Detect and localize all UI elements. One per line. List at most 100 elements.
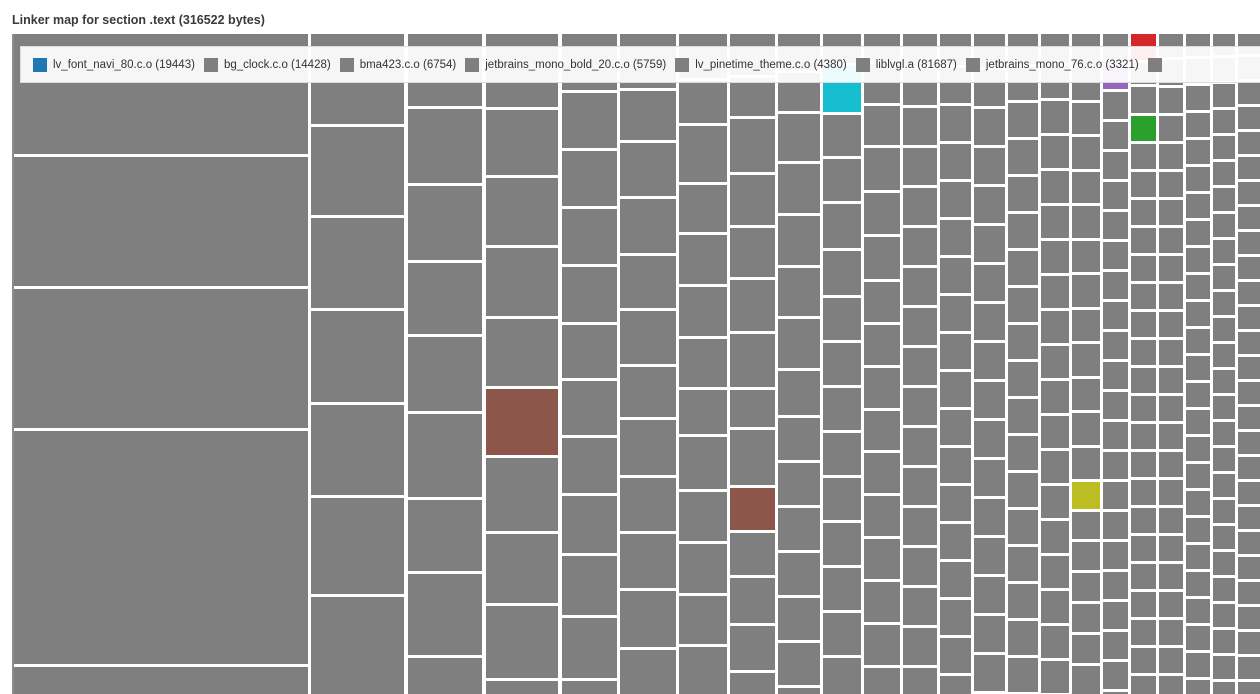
treemap-block[interactable] bbox=[1159, 592, 1183, 617]
treemap-block[interactable] bbox=[1159, 452, 1183, 477]
treemap-block[interactable] bbox=[1213, 578, 1235, 601]
treemap-block[interactable] bbox=[778, 598, 820, 640]
treemap-block[interactable] bbox=[1072, 103, 1100, 134]
treemap-block[interactable] bbox=[1072, 206, 1100, 238]
treemap-block[interactable] bbox=[940, 524, 971, 559]
treemap-block[interactable] bbox=[1103, 332, 1128, 359]
treemap-block[interactable] bbox=[940, 372, 971, 407]
treemap-block[interactable] bbox=[1041, 661, 1069, 693]
treemap-block[interactable] bbox=[1103, 512, 1128, 539]
treemap-block[interactable] bbox=[311, 127, 404, 215]
treemap-block[interactable] bbox=[1159, 676, 1183, 694]
treemap-block[interactable] bbox=[1103, 632, 1128, 659]
treemap-block[interactable] bbox=[1072, 448, 1100, 479]
treemap-block[interactable] bbox=[1213, 422, 1235, 445]
treemap-block[interactable] bbox=[1008, 325, 1038, 359]
treemap-block[interactable] bbox=[974, 538, 1005, 574]
treemap-block[interactable] bbox=[1186, 329, 1210, 353]
treemap-block[interactable] bbox=[730, 334, 775, 387]
treemap-block[interactable] bbox=[1186, 221, 1210, 245]
treemap-block[interactable] bbox=[1186, 464, 1210, 488]
treemap-block[interactable] bbox=[1238, 157, 1260, 179]
treemap-block[interactable] bbox=[620, 367, 676, 417]
treemap-block[interactable] bbox=[903, 308, 937, 345]
treemap-block[interactable] bbox=[1238, 357, 1260, 379]
treemap-block[interactable] bbox=[903, 588, 937, 625]
treemap-block[interactable] bbox=[1131, 144, 1156, 169]
treemap-block[interactable] bbox=[1008, 658, 1038, 692]
treemap-block[interactable] bbox=[1131, 172, 1156, 197]
treemap-block[interactable] bbox=[1238, 507, 1260, 529]
treemap-block[interactable] bbox=[1238, 457, 1260, 479]
legend-item[interactable] bbox=[1147, 57, 1162, 72]
treemap-block[interactable] bbox=[974, 460, 1005, 496]
treemap-block[interactable] bbox=[1159, 88, 1183, 113]
treemap-block[interactable] bbox=[940, 220, 971, 255]
treemap-block[interactable] bbox=[864, 582, 900, 622]
treemap-block[interactable] bbox=[778, 463, 820, 505]
treemap-block[interactable] bbox=[1072, 573, 1100, 601]
treemap-block[interactable] bbox=[1041, 556, 1069, 588]
treemap-block[interactable] bbox=[730, 533, 775, 575]
treemap-block[interactable] bbox=[620, 91, 676, 140]
treemap-block[interactable] bbox=[408, 109, 482, 183]
treemap-block[interactable] bbox=[730, 578, 775, 623]
treemap-block[interactable] bbox=[940, 486, 971, 521]
treemap-block[interactable] bbox=[1041, 346, 1069, 378]
treemap-block[interactable] bbox=[1041, 486, 1069, 518]
treemap-block[interactable] bbox=[1186, 599, 1210, 623]
treemap-block[interactable] bbox=[1008, 436, 1038, 470]
treemap-block[interactable] bbox=[562, 93, 617, 148]
treemap-block[interactable] bbox=[940, 562, 971, 597]
treemap-block[interactable] bbox=[1008, 214, 1038, 248]
treemap-block[interactable] bbox=[408, 658, 482, 694]
treemap-block[interactable] bbox=[864, 325, 900, 365]
treemap-block[interactable] bbox=[823, 298, 861, 340]
treemap-block[interactable] bbox=[778, 319, 820, 368]
treemap-block[interactable] bbox=[823, 613, 861, 655]
treemap-block[interactable] bbox=[1008, 177, 1038, 211]
treemap-block[interactable] bbox=[562, 267, 617, 322]
treemap-block[interactable] bbox=[778, 216, 820, 265]
treemap-block[interactable] bbox=[903, 388, 937, 425]
treemap-block[interactable] bbox=[1159, 256, 1183, 281]
treemap-block[interactable] bbox=[1238, 582, 1260, 604]
treemap-block[interactable] bbox=[1186, 518, 1210, 542]
treemap-block[interactable] bbox=[1131, 564, 1156, 589]
treemap-block[interactable] bbox=[1072, 413, 1100, 445]
treemap-block[interactable] bbox=[620, 311, 676, 364]
treemap-block[interactable] bbox=[679, 126, 727, 182]
legend-item[interactable]: bg_clock.c.o (14428) bbox=[203, 57, 331, 72]
treemap-block[interactable] bbox=[1103, 182, 1128, 209]
treemap-block[interactable] bbox=[1008, 140, 1038, 174]
treemap-block[interactable] bbox=[486, 389, 558, 455]
treemap-block[interactable] bbox=[620, 420, 676, 475]
treemap-block[interactable] bbox=[778, 268, 820, 316]
treemap-block[interactable] bbox=[1213, 266, 1235, 289]
treemap-block[interactable] bbox=[1213, 214, 1235, 237]
treemap-block[interactable] bbox=[1213, 292, 1235, 315]
treemap-block[interactable] bbox=[864, 625, 900, 665]
treemap-block[interactable] bbox=[1008, 621, 1038, 655]
treemap-block[interactable] bbox=[1159, 340, 1183, 365]
treemap-block[interactable] bbox=[1041, 101, 1069, 133]
treemap-block[interactable] bbox=[1213, 240, 1235, 263]
treemap-block[interactable] bbox=[1041, 381, 1069, 413]
treemap-block[interactable] bbox=[1131, 536, 1156, 561]
treemap-block[interactable] bbox=[823, 658, 861, 694]
treemap-block[interactable] bbox=[974, 499, 1005, 535]
treemap-block[interactable] bbox=[14, 289, 308, 428]
treemap-block[interactable] bbox=[1103, 602, 1128, 629]
treemap-block[interactable] bbox=[1103, 572, 1128, 599]
treemap-block[interactable] bbox=[903, 428, 937, 465]
treemap-block[interactable] bbox=[1072, 310, 1100, 341]
treemap-block[interactable] bbox=[1103, 422, 1128, 449]
treemap-block[interactable] bbox=[974, 226, 1005, 262]
treemap-block[interactable] bbox=[823, 204, 861, 248]
treemap-block[interactable] bbox=[730, 430, 775, 485]
treemap-block[interactable] bbox=[486, 458, 558, 531]
treemap-block[interactable] bbox=[1238, 207, 1260, 229]
treemap-block[interactable] bbox=[1186, 194, 1210, 218]
treemap-block[interactable] bbox=[1186, 356, 1210, 380]
treemap-block[interactable] bbox=[620, 534, 676, 588]
